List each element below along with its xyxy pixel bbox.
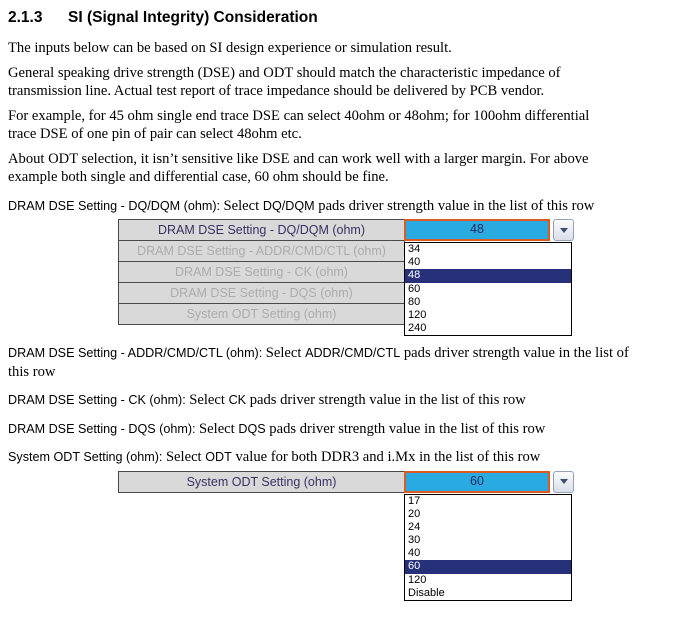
setting-row-label: DRAM DSE Setting - CK (ohm): [118, 261, 405, 283]
combobox-value[interactable]: 48: [404, 219, 550, 241]
paragraph-odt-margin: About ODT selection, it isn’t sensitive …: [8, 150, 589, 186]
caret-down-icon: [559, 227, 568, 233]
dropdown-option[interactable]: Disable: [408, 586, 445, 599]
setting-row-label: System ODT Setting (ohm): [118, 470, 405, 493]
dse-dropdown-list: 34 40 48 60 80 120 240: [404, 242, 572, 337]
setting-row-label: DRAM DSE Setting - DQ/DQM (ohm): [118, 219, 405, 241]
dse-dq-dqm-combobox: 48: [404, 219, 574, 241]
setting-row-label: System ODT Setting (ohm): [118, 303, 405, 325]
dropdown-option[interactable]: 17: [408, 494, 421, 507]
odt-label-column: System ODT Setting (ohm): [118, 470, 405, 493]
caret-down-icon: [559, 479, 568, 484]
dropdown-option[interactable]: 30: [408, 534, 421, 547]
dropdown-option[interactable]: 80: [408, 295, 421, 308]
definition-dqs: DRAM DSE Setting - DQS (ohm): Select DQS…: [8, 420, 546, 437]
dropdown-option[interactable]: 120: [408, 573, 427, 586]
odt-dropdown-list: 17 20 24 30 40 60 120 Disable: [404, 493, 572, 601]
dropdown-option[interactable]: 40: [408, 256, 421, 269]
paragraph-impedance: General speaking drive strength (DSE) an…: [8, 64, 561, 100]
definition-dq-dqm: DRAM DSE Setting - DQ/DQM (ohm): Select …: [8, 197, 595, 214]
setting-row-label: DRAM DSE Setting - ADDR/CMD/CTL (ohm): [118, 240, 405, 262]
section-heading: 2.1.3 SI (Signal Integrity) Consideration: [8, 9, 687, 27]
definition-addr-cmd-ctl: DRAM DSE Setting - ADDR/CMD/CTL (ohm): S…: [8, 345, 629, 380]
dropdown-option[interactable]: 24: [408, 520, 421, 533]
dropdown-option[interactable]: 40: [408, 547, 421, 560]
dropdown-option[interactable]: 240: [408, 322, 427, 335]
dropdown-arrow-button[interactable]: [553, 470, 574, 493]
section-number: 2.1.3: [8, 9, 43, 26]
dropdown-option[interactable]: 48: [405, 269, 571, 283]
dropdown-option[interactable]: 60: [408, 282, 421, 295]
odt-setting-widget: System ODT Setting (ohm) 60 17 20 24 30 40 60…: [118, 470, 687, 601]
dropdown-option[interactable]: 34: [408, 243, 421, 255]
combobox-value[interactable]: 60: [404, 470, 550, 493]
dse-settings-widget: DRAM DSE Setting - DQ/DQM (ohm) DRAM DSE …: [118, 219, 687, 337]
section-title: SI (Signal Integrity) Consideration: [68, 9, 318, 26]
dropdown-option[interactable]: 20: [408, 507, 421, 520]
odt-combobox: 60: [404, 470, 574, 493]
paragraph-intro: The inputs below can be based on SI desi…: [8, 40, 452, 56]
setting-row-label: DRAM DSE Setting - DQS (ohm): [118, 282, 405, 304]
dropdown-option[interactable]: 120: [408, 308, 427, 321]
definition-system-odt: System ODT Setting (ohm): Select ODT val…: [8, 449, 541, 465]
dropdown-option[interactable]: 60: [405, 560, 571, 574]
definition-ck: DRAM DSE Setting - CK (ohm): Select CK p…: [8, 392, 526, 408]
paragraph-example: For example, for 45 ohm single end trace…: [8, 107, 590, 143]
dropdown-arrow-button[interactable]: [553, 219, 574, 241]
dse-label-column: DRAM DSE Setting - DQ/DQM (ohm) DRAM DSE …: [118, 219, 405, 325]
